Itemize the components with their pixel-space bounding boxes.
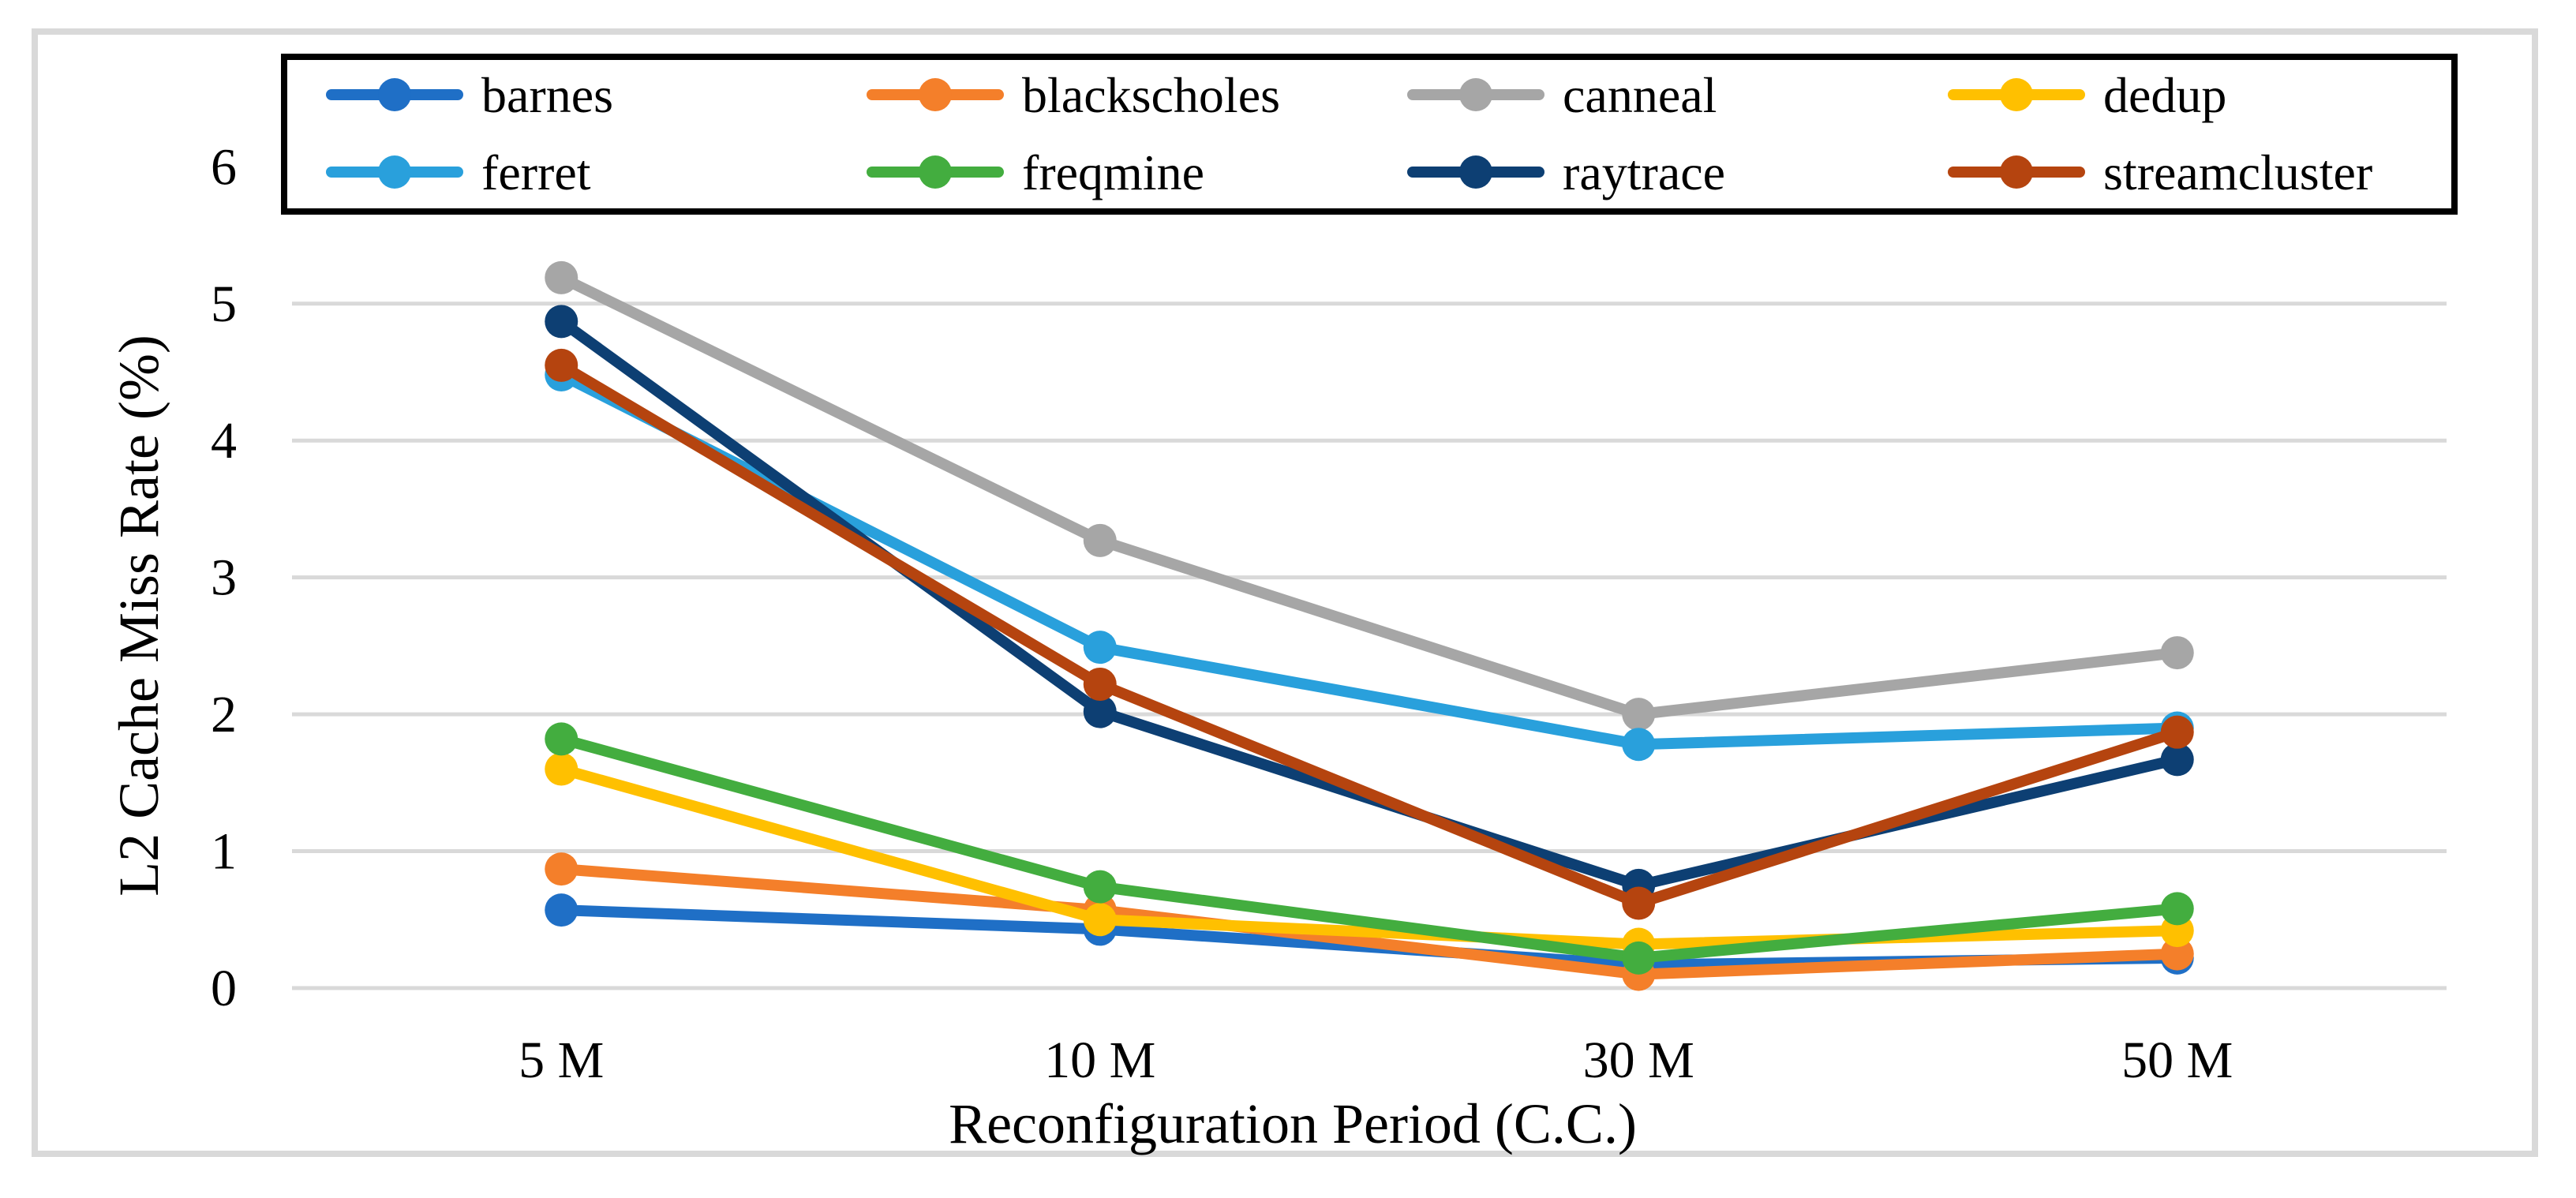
gridlines bbox=[292, 164, 2447, 990]
y-tick-label: 5 bbox=[211, 275, 237, 333]
series-line-canneal bbox=[556, 271, 2183, 721]
data-point-barnes bbox=[545, 893, 578, 927]
data-point-freqmine bbox=[1622, 941, 1656, 975]
y-tick-label: 1 bbox=[211, 823, 237, 881]
legend-item-freqmine: freqmine bbox=[867, 144, 1204, 200]
legend-label: freqmine bbox=[1022, 144, 1204, 200]
legend: barnes blackscholes canneal dedup ferret freq… bbox=[281, 54, 2458, 215]
legend-item-canneal: canneal bbox=[1407, 67, 1717, 123]
legend-label: barnes bbox=[481, 67, 613, 123]
y-tick-label: 4 bbox=[211, 412, 237, 470]
y-tick-label: 0 bbox=[211, 960, 237, 1017]
series-line-freqmine bbox=[556, 733, 2183, 964]
data-point-ferret bbox=[1622, 728, 1656, 762]
data-point-streamcluster bbox=[2160, 715, 2194, 749]
legend-swatch-marker bbox=[1459, 155, 1492, 189]
series-ferret bbox=[545, 358, 2194, 762]
series-line-blackscholes bbox=[556, 863, 2183, 980]
legend-label: raytrace bbox=[1563, 144, 1725, 200]
x-tick-label: 5 M bbox=[519, 1031, 604, 1089]
legend-swatch-marker bbox=[2000, 155, 2033, 189]
legend-label: blackscholes bbox=[1022, 67, 1280, 123]
legend-swatch-marker bbox=[378, 155, 411, 189]
legend-item-barnes: barnes bbox=[326, 67, 613, 123]
data-point-dedup bbox=[1083, 903, 1117, 937]
legend-item-ferret: ferret bbox=[326, 144, 591, 200]
data-point-canneal bbox=[1622, 698, 1656, 732]
y-tick-label: 2 bbox=[211, 686, 237, 743]
x-axis-title: Reconfiguration Period (C.C.) bbox=[949, 1092, 1637, 1155]
data-point-ferret bbox=[1083, 631, 1117, 665]
data-point-canneal bbox=[1083, 523, 1117, 557]
legend-swatch-marker bbox=[2000, 78, 2033, 111]
y-axis-ticks: 0 1 2 3 4 5 6 bbox=[211, 138, 237, 1017]
x-tick-label: 30 M bbox=[1583, 1031, 1694, 1089]
data-point-raytrace bbox=[545, 305, 578, 339]
legend-label: dedup bbox=[2103, 67, 2226, 123]
data-point-blackscholes bbox=[2160, 937, 2194, 971]
legend-box bbox=[281, 54, 2458, 215]
series-freqmine bbox=[545, 722, 2194, 975]
legend-label: canneal bbox=[1563, 67, 1717, 123]
series-canneal bbox=[545, 260, 2194, 732]
legend-swatch-marker bbox=[919, 155, 952, 189]
data-point-canneal bbox=[2160, 636, 2194, 670]
legend-label: streamcluster bbox=[2103, 144, 2372, 200]
legend-item-blackscholes: blackscholes bbox=[867, 67, 1280, 123]
data-point-streamcluster bbox=[1083, 667, 1117, 701]
legend-item-raytrace: raytrace bbox=[1407, 144, 1725, 200]
chart-frame bbox=[32, 28, 2538, 1157]
data-point-streamcluster bbox=[1622, 886, 1656, 920]
data-point-freqmine bbox=[545, 722, 578, 756]
series-streamcluster bbox=[545, 348, 2194, 920]
data-point-freqmine bbox=[2160, 892, 2194, 926]
series-line-streamcluster bbox=[556, 359, 2183, 909]
y-axis-title: L2 Cache Miss Rate (%) bbox=[107, 335, 170, 897]
data-point-raytrace bbox=[1083, 694, 1117, 728]
y-tick-label: 6 bbox=[211, 138, 237, 196]
data-point-blackscholes bbox=[545, 852, 578, 886]
x-tick-label: 10 M bbox=[1044, 1031, 1155, 1089]
data-point-dedup bbox=[545, 752, 578, 786]
series-line-ferret bbox=[556, 369, 2183, 751]
legend-swatch-marker bbox=[378, 78, 411, 111]
legend-item-dedup: dedup bbox=[1948, 67, 2226, 123]
x-axis-ticks: 5 M 10 M 30 M 50 M bbox=[519, 1031, 2233, 1089]
legend-swatch-marker bbox=[1459, 78, 1492, 111]
data-point-raytrace bbox=[2160, 743, 2194, 777]
legend-label: ferret bbox=[481, 144, 591, 200]
legend-item-streamcluster: streamcluster bbox=[1948, 144, 2372, 200]
series-lines bbox=[545, 260, 2194, 991]
legend-swatch-marker bbox=[919, 78, 952, 111]
data-point-canneal bbox=[545, 260, 578, 294]
data-point-freqmine bbox=[1083, 870, 1117, 904]
data-point-streamcluster bbox=[545, 348, 578, 382]
y-tick-label: 3 bbox=[211, 549, 237, 607]
x-tick-label: 50 M bbox=[2121, 1031, 2233, 1089]
